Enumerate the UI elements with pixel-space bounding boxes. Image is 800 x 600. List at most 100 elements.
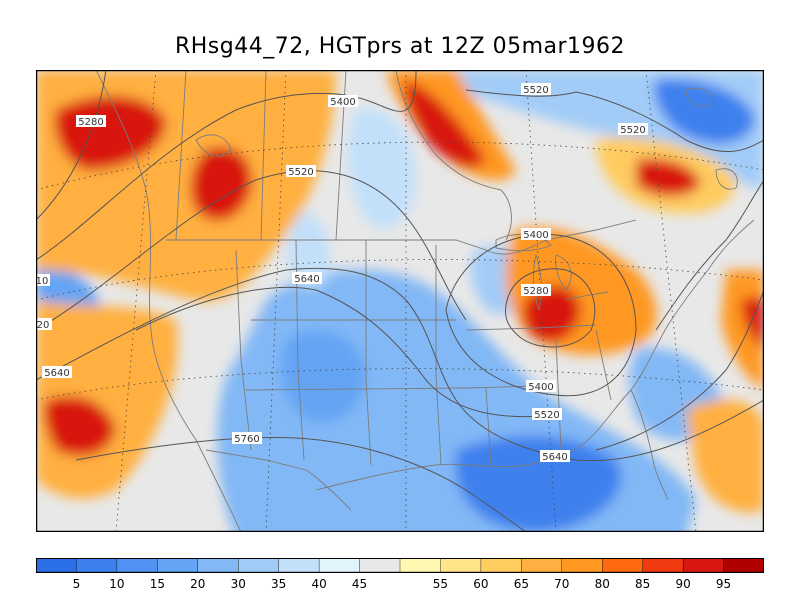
dry-region-canada: [347, 108, 416, 228]
colorbar-cell: [278, 558, 320, 573]
contour-5520-east: [655, 179, 764, 331]
wet-core-hudson: [404, 80, 486, 168]
us-mexico-border: [205, 449, 352, 511]
colorbar-cells: [36, 558, 764, 573]
contour-5400-lakes: [445, 233, 637, 397]
wet-core-east: [741, 295, 764, 350]
colorbar-label: 45: [352, 577, 367, 591]
contour-label: 5640: [294, 274, 319, 285]
colorbar-label: 60: [473, 577, 488, 591]
state-line-4: [435, 245, 442, 466]
contour-5640-east: [595, 289, 764, 451]
contour-labels: 5280 5400 5520 5520 5520 5400 5280 5640 …: [36, 83, 648, 463]
colorbar-labels: 5 10 15 20 30 35 40 45 55 60 65 70 80 85 90 95: [73, 577, 732, 591]
colorbar-label: 85: [635, 577, 650, 591]
state-line-7: [465, 324, 597, 331]
geography-lines: [95, 70, 755, 532]
lake-huron: [555, 254, 572, 291]
colorbar-label: 10: [109, 577, 124, 591]
colorbar-cell: [723, 558, 764, 573]
contour-label: 5760: [234, 434, 259, 445]
weather-map: 5280 5400 5520 5520 5520 5400 5280 5640 …: [36, 70, 764, 532]
contour-5520-south: [135, 286, 557, 418]
coastline-gulf: [315, 389, 632, 491]
colorbar-cell: [36, 558, 77, 573]
colorbar-cell: [157, 558, 199, 573]
contour-5280-lakes: [505, 268, 596, 348]
height-contours: [36, 70, 764, 532]
coastline-east: [630, 219, 755, 391]
contour-label: 5400: [523, 230, 548, 241]
dry-core-west: [281, 330, 366, 423]
state-line-6: [245, 385, 537, 391]
contour-label: 5640: [44, 368, 69, 379]
contour-label: 5520: [288, 167, 313, 178]
colorbar-label: 70: [554, 577, 569, 591]
state-line-10: [595, 329, 612, 401]
colorbar-label: 65: [514, 577, 529, 591]
map-title: RHsg44_72, HGTprs at 12Z 05mar1962: [174, 34, 626, 59]
colorbar-cell: [197, 558, 239, 573]
contour-5640-main: [36, 267, 764, 462]
province-line-2: [260, 70, 267, 241]
contour-label: 5520: [620, 125, 645, 136]
contour-5400-north: [36, 70, 417, 261]
colorbar-label: 30: [231, 577, 246, 591]
colorbar-frame: [36, 558, 764, 573]
colorbar-label: 40: [311, 577, 326, 591]
colorbar-cell: [561, 558, 603, 573]
colorbar-cell: [602, 558, 644, 573]
contour-label: 5520: [534, 410, 559, 421]
dry-core-northeast: [654, 79, 756, 144]
state-line-8: [485, 387, 492, 466]
contour-label: 5400: [330, 97, 355, 108]
island-arctic-2: [685, 87, 713, 107]
colorbar-cell: [682, 558, 725, 573]
colorbar-cell: [480, 558, 522, 573]
moist-region-southeast: [686, 399, 764, 513]
coastline-west: [95, 70, 242, 532]
colorbar-cell: [642, 558, 684, 573]
colorbar-cell: [440, 558, 482, 573]
colorbar-label: 80: [595, 577, 610, 591]
wet-core-atlantic: [636, 158, 701, 197]
colorbar-label: 90: [675, 577, 690, 591]
wet-core-west-coast: [44, 396, 116, 456]
lake-erie: [565, 291, 609, 301]
contour-label: 5520: [523, 85, 548, 96]
colorbar-label: 55: [433, 577, 448, 591]
colorbar-cell: [359, 558, 401, 573]
contour-label: 20: [37, 320, 50, 331]
colorbar-cell: [238, 558, 280, 573]
coastline-florida: [630, 389, 669, 501]
contour-label: 10: [36, 276, 48, 287]
contour-label: 5280: [78, 117, 103, 128]
contour-5280-west: [36, 70, 107, 221]
contour-5520-ne: [465, 89, 764, 153]
colorbar-label: 95: [716, 577, 731, 591]
wet-core-rockies: [190, 147, 252, 221]
colorbar: 5 10 15 20 30 35 40 45 55 60 65 70 80 85 90 95: [36, 558, 764, 591]
contour-label: 5400: [528, 382, 553, 393]
colorbar-label: 5: [73, 577, 81, 591]
contour-label: 5280: [523, 286, 548, 297]
map-frame: [36, 70, 764, 532]
contour-5760: [75, 436, 527, 532]
us-canada-border: [166, 219, 637, 255]
colorbar-label: 20: [190, 577, 205, 591]
state-line-1: [235, 249, 252, 451]
colorbar-cell: [521, 558, 563, 573]
colorbar-cell: [318, 558, 361, 573]
colorbar-cell: [76, 558, 118, 573]
island-arctic-1: [195, 134, 232, 157]
colorbar-cell: [399, 558, 441, 573]
island-newfoundland: [715, 168, 738, 190]
state-line-3: [365, 240, 372, 466]
coastline-hudson: [395, 70, 512, 241]
colorbar-label: 15: [150, 577, 165, 591]
colorbar-label: 35: [271, 577, 286, 591]
province-line-1: [175, 70, 187, 241]
colorbar-cell: [116, 558, 158, 573]
lake-superior: [495, 234, 552, 252]
contour-label: 5640: [542, 452, 567, 463]
